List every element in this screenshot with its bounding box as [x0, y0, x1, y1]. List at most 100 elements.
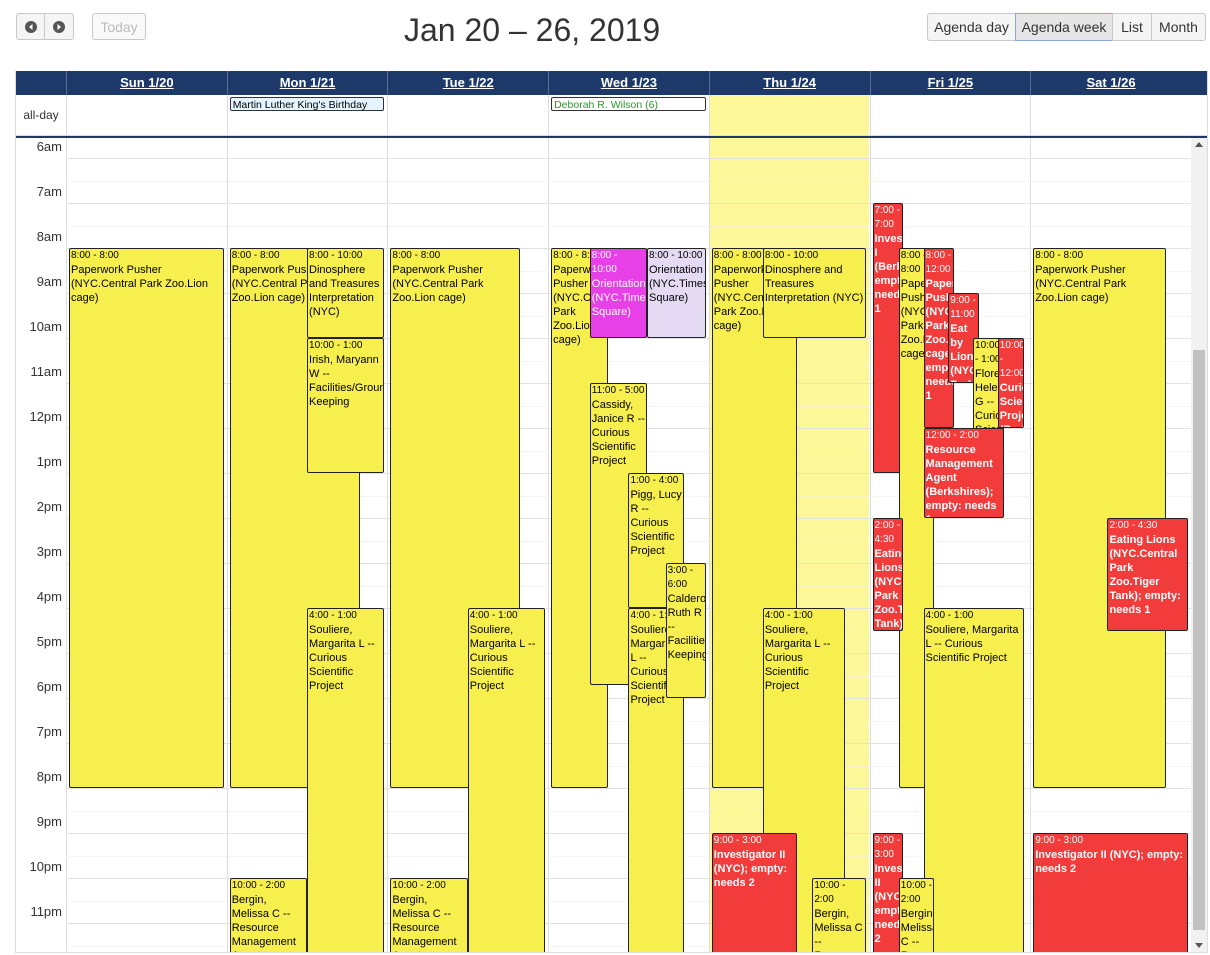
today-button[interactable]: Today [92, 13, 146, 40]
calendar-event[interactable]: 10:00 - 1:00 Irish, Maryann W -- Faciliti… [307, 338, 385, 473]
scroll-up-icon[interactable] [1195, 142, 1203, 147]
event-title: Cassidy, Janice R -- Curious Scientific … [591, 399, 645, 467]
hour-label: 4pm [36, 589, 62, 604]
half-hour-gridline [66, 225, 1191, 227]
event-time: 7:00 - 7:00 [874, 205, 901, 230]
calendar-event[interactable]: 10:00 - 2:00 Bergin, Melissa C -- Resourc… [390, 878, 468, 952]
event-title: Orientation (NYC.Times Square) [591, 278, 647, 318]
all-day-cell[interactable] [869, 95, 1031, 135]
calendar-event[interactable]: 4:00 - 1:00 Souliere, Margarita L -- Curi… [467, 608, 546, 952]
event-time: 4:00 - 1:00 [630, 610, 679, 621]
calendar-event[interactable]: 2:00 - 4:30 Eating Lions (NYC.Central Par… [872, 518, 904, 631]
event-time: 8:00 - 10:00 [649, 250, 703, 261]
scroll-down-icon[interactable] [1195, 943, 1203, 948]
calendar-event[interactable]: 4:00 - 1:00 Souliere, Margarita L -- Curi… [307, 608, 385, 952]
calendar-event[interactable]: 3:00 - 6:00 Calderon, Ruth R -- Facilitie… [665, 563, 706, 698]
calendar-event[interactable]: 9:00 - 3:00 Investigator II (NYC); empty:… [711, 833, 797, 952]
day-header-3[interactable]: Wed 1/23 [548, 71, 709, 95]
view-agenda-day-button[interactable]: Agenda day [927, 13, 1016, 41]
event-time: 8:00 - 10:00 [309, 250, 363, 261]
all-day-event[interactable]: Deborah R. Wilson (6) [551, 97, 706, 111]
event-title: Paperwork Pusher (NYC.Central Park Zoo.L… [71, 264, 208, 304]
all-day-cell[interactable] [708, 95, 870, 135]
event-title: Bergin, Melissa C -- Resource Management… [231, 894, 296, 952]
all-day-label: all-day [23, 108, 59, 122]
calendar-event[interactable]: 8:00 - 12:00 Paperwork Pusher (NYC.Centra… [923, 248, 955, 428]
event-title: Paperwork Pusher (NYC.Central Park Zoo.L… [231, 264, 323, 304]
calendar-event[interactable]: 10:00 - 2:00 Bergin, Melissa C -- Resourc… [812, 878, 867, 952]
calendar-event[interactable]: 8:00 - 10:00 Orientation (NYC.Times Squar… [647, 248, 706, 338]
calendar-event[interactable]: 4:00 - 1:00 Souliere, Margarita L -- Curi… [923, 608, 1025, 952]
day-header-1[interactable]: Mon 1/21 [226, 71, 388, 95]
all-day-cell[interactable] [66, 95, 227, 135]
event-title: Resource Management Agent (Berkshires); … [925, 444, 997, 517]
day-column[interactable] [226, 138, 388, 952]
event-time: 8:00 - 8:00 [553, 250, 601, 261]
calendar-event[interactable]: 8:00 - 10:00 Dinosphere and Treasures Int… [307, 248, 385, 338]
calendar-event[interactable]: 12:00 - 2:00 Resource Management Agent (B… [923, 428, 1004, 518]
day-header-6[interactable]: Sat 1/26 [1030, 71, 1191, 95]
day-column[interactable] [548, 138, 709, 952]
event-time: 8:00 - 8:00 [392, 250, 441, 261]
event-title: Curious Scientific Project (Berkshires);… [999, 382, 1023, 427]
day-column[interactable] [66, 138, 227, 952]
day-header-row: Sun 1/20 Mon 1/21 Tue 1/22 Wed 1/23 Thu 1/24… [16, 71, 1207, 95]
all-day-divider [16, 136, 1207, 138]
calendar-event[interactable]: 10:00 - 2:00 Bergin, Melissa C -- Resourc… [898, 878, 935, 952]
event-time: 10:00 - 2:00 [814, 880, 846, 905]
event-title: Souliere, Margarita L -- Curious Scienti… [469, 624, 536, 692]
hour-label: 3pm [36, 544, 62, 559]
event-title: Orientation (NYC.Times Square) [649, 264, 706, 304]
calendar-event[interactable]: 8:00 - 8:00 Paperwork Pusher (NYC.Central… [69, 248, 224, 788]
calendar-event[interactable]: 9:00 - 3:00 Investigator II (NYC); empty:… [1033, 833, 1188, 952]
event-time: 8:00 - 8:00 [900, 250, 927, 275]
event-title: Bergin, Melissa C -- Resource Management… [392, 894, 457, 952]
event-title: Investigator II (NYC); empty: needs 2 [874, 863, 904, 945]
all-day-cell[interactable] [1030, 95, 1191, 135]
event-title: Pigg, Lucy R -- Curious Scientific Proje… [630, 489, 682, 557]
event-time: 10:00 - 12:00 [999, 340, 1025, 379]
event-time: 8:00 - 8:00 [231, 250, 280, 261]
all-day-event[interactable]: Martin Luther King's Birthday [229, 97, 385, 111]
day-column[interactable] [869, 138, 1031, 952]
hour-label: 10am [29, 319, 62, 334]
time-grid[interactable]: 6am 7am 8am 9am 10am 11am 12pm 1pm 2pm 3pm 4pm 5pm 6… [16, 138, 1191, 952]
calendar-event[interactable]: 10:00 - 12:00 Curious Scientific Project … [997, 338, 1025, 428]
event-title: Dinosphere and Treasures Interpretation … [309, 264, 380, 318]
half-hour-gridline [66, 360, 1191, 362]
event-time: 9:00 - 3:00 [1035, 835, 1083, 846]
view-month-button[interactable]: Month [1151, 13, 1206, 41]
all-day-cell[interactable] [387, 95, 548, 135]
day-column[interactable] [387, 138, 548, 952]
calendar-event[interactable]: 8:00 - 10:00 Dinosphere and Treasures Int… [762, 248, 867, 338]
event-time: 3:00 - 6:00 [667, 565, 694, 590]
event-time: 4:00 - 1:00 [309, 610, 357, 621]
event-time: 4:00 - 1:00 [469, 610, 518, 621]
calendar-event[interactable]: 2:00 - 4:30 Eating Lions (NYC.Central Par… [1107, 518, 1188, 631]
event-title: Souliere, Margarita L -- Curious Scienti… [764, 624, 831, 692]
calendar-event[interactable]: 10:00 - 2:00 Bergin, Melissa C -- Resourc… [229, 878, 308, 952]
next-button[interactable] [45, 13, 74, 40]
day-header-4[interactable]: Thu 1/24 [708, 71, 870, 95]
event-title: Paperwork Pusher (NYC.Central Park Zoo.L… [1035, 264, 1127, 304]
day-header-0[interactable]: Sun 1/20 [66, 71, 227, 95]
calendar-event[interactable]: 8:00 - 10:00 Orientation (NYC.Times Squar… [589, 248, 647, 338]
hour-label: 8pm [36, 769, 62, 784]
day-header-5[interactable]: Fri 1/25 [869, 71, 1031, 95]
event-time: 11:00 - 5:00 [591, 385, 645, 396]
scrollbar-thumb[interactable] [1193, 350, 1205, 930]
event-time: 10:00 - 2:00 [231, 880, 286, 891]
hour-label: 6pm [36, 679, 62, 694]
scrollbar[interactable] [1191, 138, 1207, 952]
event-title: Eating Lions (NYC.Central Park Zoo.Tiger… [1109, 534, 1181, 616]
day-header-2[interactable]: Tue 1/22 [387, 71, 548, 95]
calendar-event[interactable]: 7:00 - 7:00 Investigator I (Berkshires); … [872, 203, 904, 473]
prev-button[interactable] [16, 13, 45, 40]
hour-label: 7am [36, 184, 62, 199]
event-title: Souliere, Margarita L -- Curious Scienti… [925, 624, 1019, 664]
view-list-button[interactable]: List [1112, 13, 1152, 41]
all-day-cell[interactable] [226, 95, 388, 135]
day-column[interactable] [1030, 138, 1191, 952]
view-agenda-week-button[interactable]: Agenda week [1015, 13, 1113, 41]
all-day-cell[interactable] [548, 95, 709, 135]
